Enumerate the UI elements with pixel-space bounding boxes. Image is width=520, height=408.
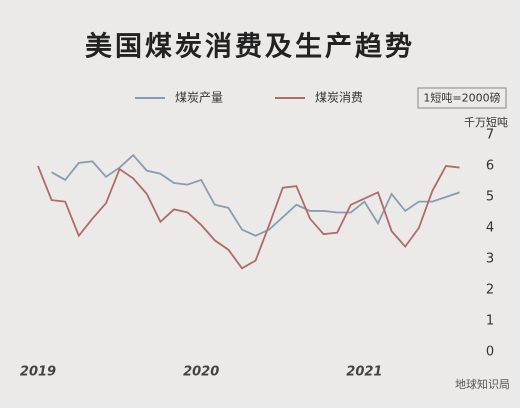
x-tick-label: 2019 bbox=[20, 365, 56, 380]
y-tick-label: 7 bbox=[486, 128, 494, 143]
annotation: 1短吨=2000磅 bbox=[423, 91, 500, 105]
line-series bbox=[51, 153, 460, 237]
y-tick-label: 3 bbox=[486, 252, 494, 267]
legend-label: 煤炭消费 bbox=[315, 91, 363, 105]
legend-label: 煤炭产量 bbox=[175, 91, 223, 105]
y-tick-label: 5 bbox=[486, 190, 494, 205]
chart-title: 美国煤炭消费及生产趋势 bbox=[85, 31, 415, 63]
annotation-box bbox=[417, 87, 507, 109]
source: 地球知识局 bbox=[455, 377, 510, 391]
y-tick-label: 6 bbox=[486, 159, 494, 174]
y-tick-label: 2 bbox=[486, 283, 494, 298]
line-series bbox=[37, 165, 460, 270]
y-axis-label: 千万短吨 bbox=[464, 115, 508, 129]
y-tick-label: 0 bbox=[486, 345, 494, 360]
x-tick-label: 2021 bbox=[346, 365, 382, 380]
x-tick-label: 2020 bbox=[183, 365, 219, 380]
y-tick-label: 4 bbox=[486, 221, 494, 236]
y-tick-label: 1 bbox=[486, 314, 494, 329]
